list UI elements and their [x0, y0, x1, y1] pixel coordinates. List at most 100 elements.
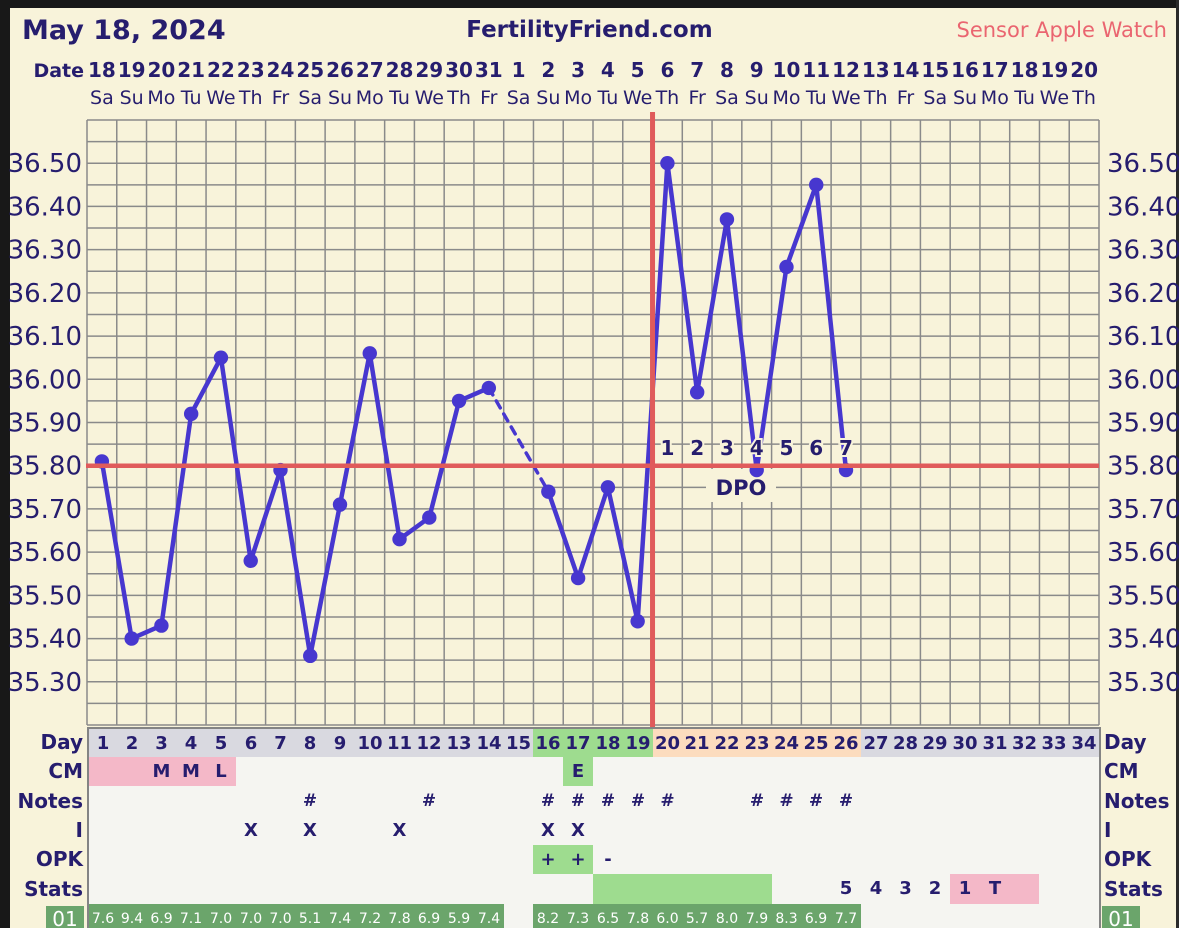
opk-cell-day-27: [861, 845, 893, 876]
01-cell-day-34: [1069, 904, 1101, 928]
left-frame-border: [0, 0, 10, 928]
01-cell-day-30: [950, 904, 982, 928]
opk-cell-day-7: [266, 845, 297, 876]
i-cell-day-3: [147, 816, 178, 847]
notes-cell-day-8: #: [295, 786, 327, 818]
temp-point[interactable]: [779, 259, 794, 275]
temp-point[interactable]: [422, 510, 437, 525]
i-cell-day-31: [980, 816, 1012, 847]
temp-point[interactable]: [183, 406, 199, 422]
stats-cell-day-20: [653, 874, 684, 906]
day-cell-day-33[interactable]: 33: [1039, 727, 1071, 759]
day-cell-day-28[interactable]: 28: [891, 727, 922, 759]
day-cell-day-24[interactable]: 24: [772, 727, 803, 759]
day-cell-day-12[interactable]: 12: [414, 727, 446, 759]
day-cell-day-10[interactable]: 10: [355, 727, 387, 759]
day-cell-day-23[interactable]: 23: [742, 727, 774, 759]
row-label-right-cm: CM: [1104, 759, 1139, 783]
date-row-label: Date: [33, 60, 84, 82]
day-cell-day-26[interactable]: 26: [831, 727, 863, 759]
temp-point[interactable]: [303, 648, 318, 664]
stats-cell-day-22: [712, 874, 744, 906]
stats-cell-day-24: [772, 874, 803, 906]
temp-point[interactable]: [332, 497, 348, 512]
notes-cell-day-3: [147, 786, 178, 818]
stats-cell-day-19: [623, 874, 655, 906]
day-cell-day-34[interactable]: 34: [1069, 727, 1101, 759]
notes-cell-day-26: #: [831, 786, 863, 818]
opk-cell-day-21: [682, 845, 714, 876]
cm-cell-day-28: [891, 757, 922, 788]
cm-cell-day-27: [861, 757, 893, 788]
01-cell-day-16: 8.2: [533, 904, 565, 928]
day-cell-day-2[interactable]: 2: [117, 727, 149, 759]
cm-cell-day-31: [980, 757, 1012, 788]
temp-point[interactable]: [719, 212, 735, 227]
temp-point[interactable]: [154, 618, 169, 633]
day-cell-day-11[interactable]: 11: [385, 727, 416, 759]
temp-point[interactable]: [213, 350, 229, 365]
day-cell-day-1[interactable]: 1: [87, 727, 119, 759]
temp-point[interactable]: [124, 631, 139, 646]
i-cell-day-24: [772, 816, 803, 847]
day-cell-day-21[interactable]: 21: [682, 727, 714, 759]
day-cell-day-13[interactable]: 13: [444, 727, 476, 759]
day-cell-day-27[interactable]: 27: [861, 727, 893, 759]
cm-cell-day-30: [950, 757, 982, 788]
01-cell-day-20: 6.0: [653, 904, 684, 928]
day-cell-day-18[interactable]: 18: [593, 727, 625, 759]
day-cell-day-20[interactable]: 20: [653, 727, 684, 759]
stats-cell-day-9: [325, 874, 357, 906]
day-cell-day-17[interactable]: 17: [563, 727, 595, 759]
day-cell-day-14[interactable]: 14: [474, 727, 506, 759]
i-cell-day-33: [1039, 816, 1071, 847]
notes-cell-day-6: [236, 786, 268, 818]
temp-point[interactable]: [541, 484, 556, 499]
stats-cell-day-6: [236, 874, 268, 906]
temp-point[interactable]: [570, 570, 586, 586]
temp-point[interactable]: [689, 385, 705, 400]
cm-cell-day-7: [266, 757, 297, 788]
cm-cell-day-8: [295, 757, 327, 788]
cm-cell-day-18: [593, 757, 625, 788]
cm-cell-day-25: [801, 757, 833, 788]
stats-cell-day-18: [593, 874, 625, 906]
stats-cell-day-1: [87, 874, 119, 906]
temp-point[interactable]: [392, 531, 407, 547]
day-cell-day-29[interactable]: 29: [920, 727, 952, 759]
opk-cell-day-2: [117, 845, 149, 876]
day-cell-day-3[interactable]: 3: [147, 727, 178, 759]
day-cell-day-9[interactable]: 9: [325, 727, 357, 759]
cm-cell-day-32: [1010, 757, 1041, 788]
day-cell-day-7[interactable]: 7: [266, 727, 297, 759]
temp-point[interactable]: [481, 380, 497, 396]
day-cell-day-30[interactable]: 30: [950, 727, 982, 759]
day-cell-day-31[interactable]: 31: [980, 727, 1012, 759]
day-cell-day-32[interactable]: 32: [1010, 727, 1041, 759]
day-cell-day-8[interactable]: 8: [295, 727, 327, 759]
day-cell-day-16[interactable]: 16: [533, 727, 565, 759]
day-cell-day-4[interactable]: 4: [176, 727, 208, 759]
temp-point[interactable]: [660, 156, 675, 171]
temp-point[interactable]: [243, 553, 258, 568]
day-cell-day-15[interactable]: 15: [504, 727, 535, 759]
day-cell-day-5[interactable]: 5: [206, 727, 238, 759]
01-cell-day-2: 9.4: [117, 904, 149, 928]
opk-cell-day-4: [176, 845, 208, 876]
day-cell-day-25[interactable]: 25: [801, 727, 833, 759]
day-cell-day-19[interactable]: 19: [623, 727, 655, 759]
temp-point[interactable]: [362, 346, 377, 361]
day-cell-day-6[interactable]: 6: [236, 727, 268, 759]
day-cell-day-22[interactable]: 22: [712, 727, 744, 759]
cm-cell-day-3: M: [147, 757, 178, 788]
top-frame-border: [0, 0, 1179, 8]
opk-cell-day-5: [206, 845, 238, 876]
cm-cell-day-2: [117, 757, 149, 788]
01-cell-day-22: 8.0: [712, 904, 744, 928]
temp-point[interactable]: [809, 177, 824, 193]
i-cell-day-11: X: [385, 816, 416, 847]
temp-point[interactable]: [451, 393, 467, 409]
temp-point[interactable]: [630, 614, 645, 629]
temp-point[interactable]: [600, 480, 616, 495]
brand-title: FertilityFriend.com: [466, 17, 713, 43]
